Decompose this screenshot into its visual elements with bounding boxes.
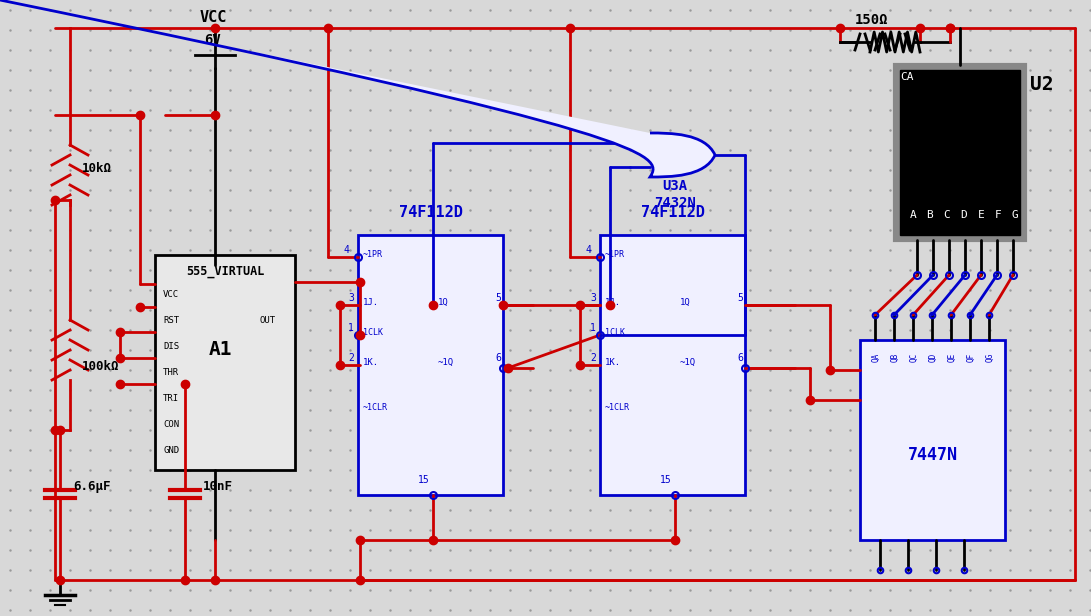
Text: VCC: VCC <box>163 290 179 299</box>
Text: 1K.: 1K. <box>363 358 380 367</box>
Bar <box>860 340 1005 540</box>
Text: RST: RST <box>163 316 179 325</box>
Text: 6: 6 <box>495 353 501 363</box>
Text: CA: CA <box>900 72 913 82</box>
Text: QE: QE <box>948 353 957 362</box>
Bar <box>895 65 1026 240</box>
Text: 1CLK: 1CLK <box>363 328 383 337</box>
Bar <box>600 235 745 495</box>
Bar <box>358 235 503 495</box>
Text: D: D <box>960 210 968 220</box>
Text: U2: U2 <box>1030 75 1054 94</box>
Text: ~1CLR: ~1CLR <box>606 403 630 412</box>
Text: ~1PR: ~1PR <box>606 250 625 259</box>
Text: 2: 2 <box>590 353 596 363</box>
Text: 1: 1 <box>348 323 353 333</box>
Text: 4: 4 <box>344 245 350 255</box>
Text: 6.6µF: 6.6µF <box>73 480 110 493</box>
Text: 1J.: 1J. <box>606 298 621 307</box>
Text: 10nF: 10nF <box>203 480 233 493</box>
Text: VCC: VCC <box>200 10 227 25</box>
Bar <box>900 70 1020 235</box>
Text: QG: QG <box>986 353 995 362</box>
Text: 6V: 6V <box>204 33 220 47</box>
Text: GND: GND <box>163 446 179 455</box>
Text: 15: 15 <box>418 475 430 485</box>
Text: 1Q: 1Q <box>437 298 448 307</box>
Text: QF: QF <box>967 353 976 362</box>
Text: A: A <box>910 210 916 220</box>
Text: 2: 2 <box>348 353 353 363</box>
Text: 7447N: 7447N <box>908 446 958 464</box>
Text: QA: QA <box>872 353 882 362</box>
Text: 74F112D: 74F112D <box>640 205 705 220</box>
Bar <box>155 255 295 470</box>
Text: QC: QC <box>910 353 919 362</box>
Text: QB: QB <box>891 353 900 362</box>
PathPatch shape <box>0 133 715 616</box>
Text: 5: 5 <box>738 293 743 303</box>
Text: ~1Q: ~1Q <box>437 358 454 367</box>
Text: 5: 5 <box>495 293 501 303</box>
Text: ~1PR: ~1PR <box>363 250 383 259</box>
Text: QD: QD <box>930 353 938 362</box>
Text: 1: 1 <box>590 323 596 333</box>
Text: ~1CLR: ~1CLR <box>363 403 388 412</box>
Text: 6: 6 <box>738 353 743 363</box>
Text: 555_VIRTUAL: 555_VIRTUAL <box>185 265 264 278</box>
Text: 74F112D: 74F112D <box>398 205 463 220</box>
Text: 1J.: 1J. <box>363 298 380 307</box>
Text: OUT: OUT <box>260 316 276 325</box>
Text: A1: A1 <box>208 340 231 359</box>
Text: THR: THR <box>163 368 179 377</box>
Text: G: G <box>1011 210 1018 220</box>
Text: 1K.: 1K. <box>606 358 621 367</box>
Text: F: F <box>995 210 1002 220</box>
Text: 7432N: 7432N <box>655 196 696 210</box>
Text: 15: 15 <box>660 475 672 485</box>
Text: ~1Q: ~1Q <box>680 358 696 367</box>
Text: DIS: DIS <box>163 342 179 351</box>
Text: C: C <box>944 210 950 220</box>
Text: 4: 4 <box>586 245 592 255</box>
Text: CON: CON <box>163 420 179 429</box>
Text: U3A: U3A <box>662 179 687 193</box>
Text: 3: 3 <box>348 293 353 303</box>
Text: 1Q: 1Q <box>680 298 691 307</box>
Text: 3: 3 <box>590 293 596 303</box>
Text: E: E <box>978 210 984 220</box>
Text: TRI: TRI <box>163 394 179 403</box>
Text: 150Ω: 150Ω <box>855 13 888 27</box>
Text: 100kΩ: 100kΩ <box>82 360 120 373</box>
Text: 1CLK: 1CLK <box>606 328 625 337</box>
Text: B: B <box>926 210 934 220</box>
Text: 10kΩ: 10kΩ <box>82 162 112 175</box>
